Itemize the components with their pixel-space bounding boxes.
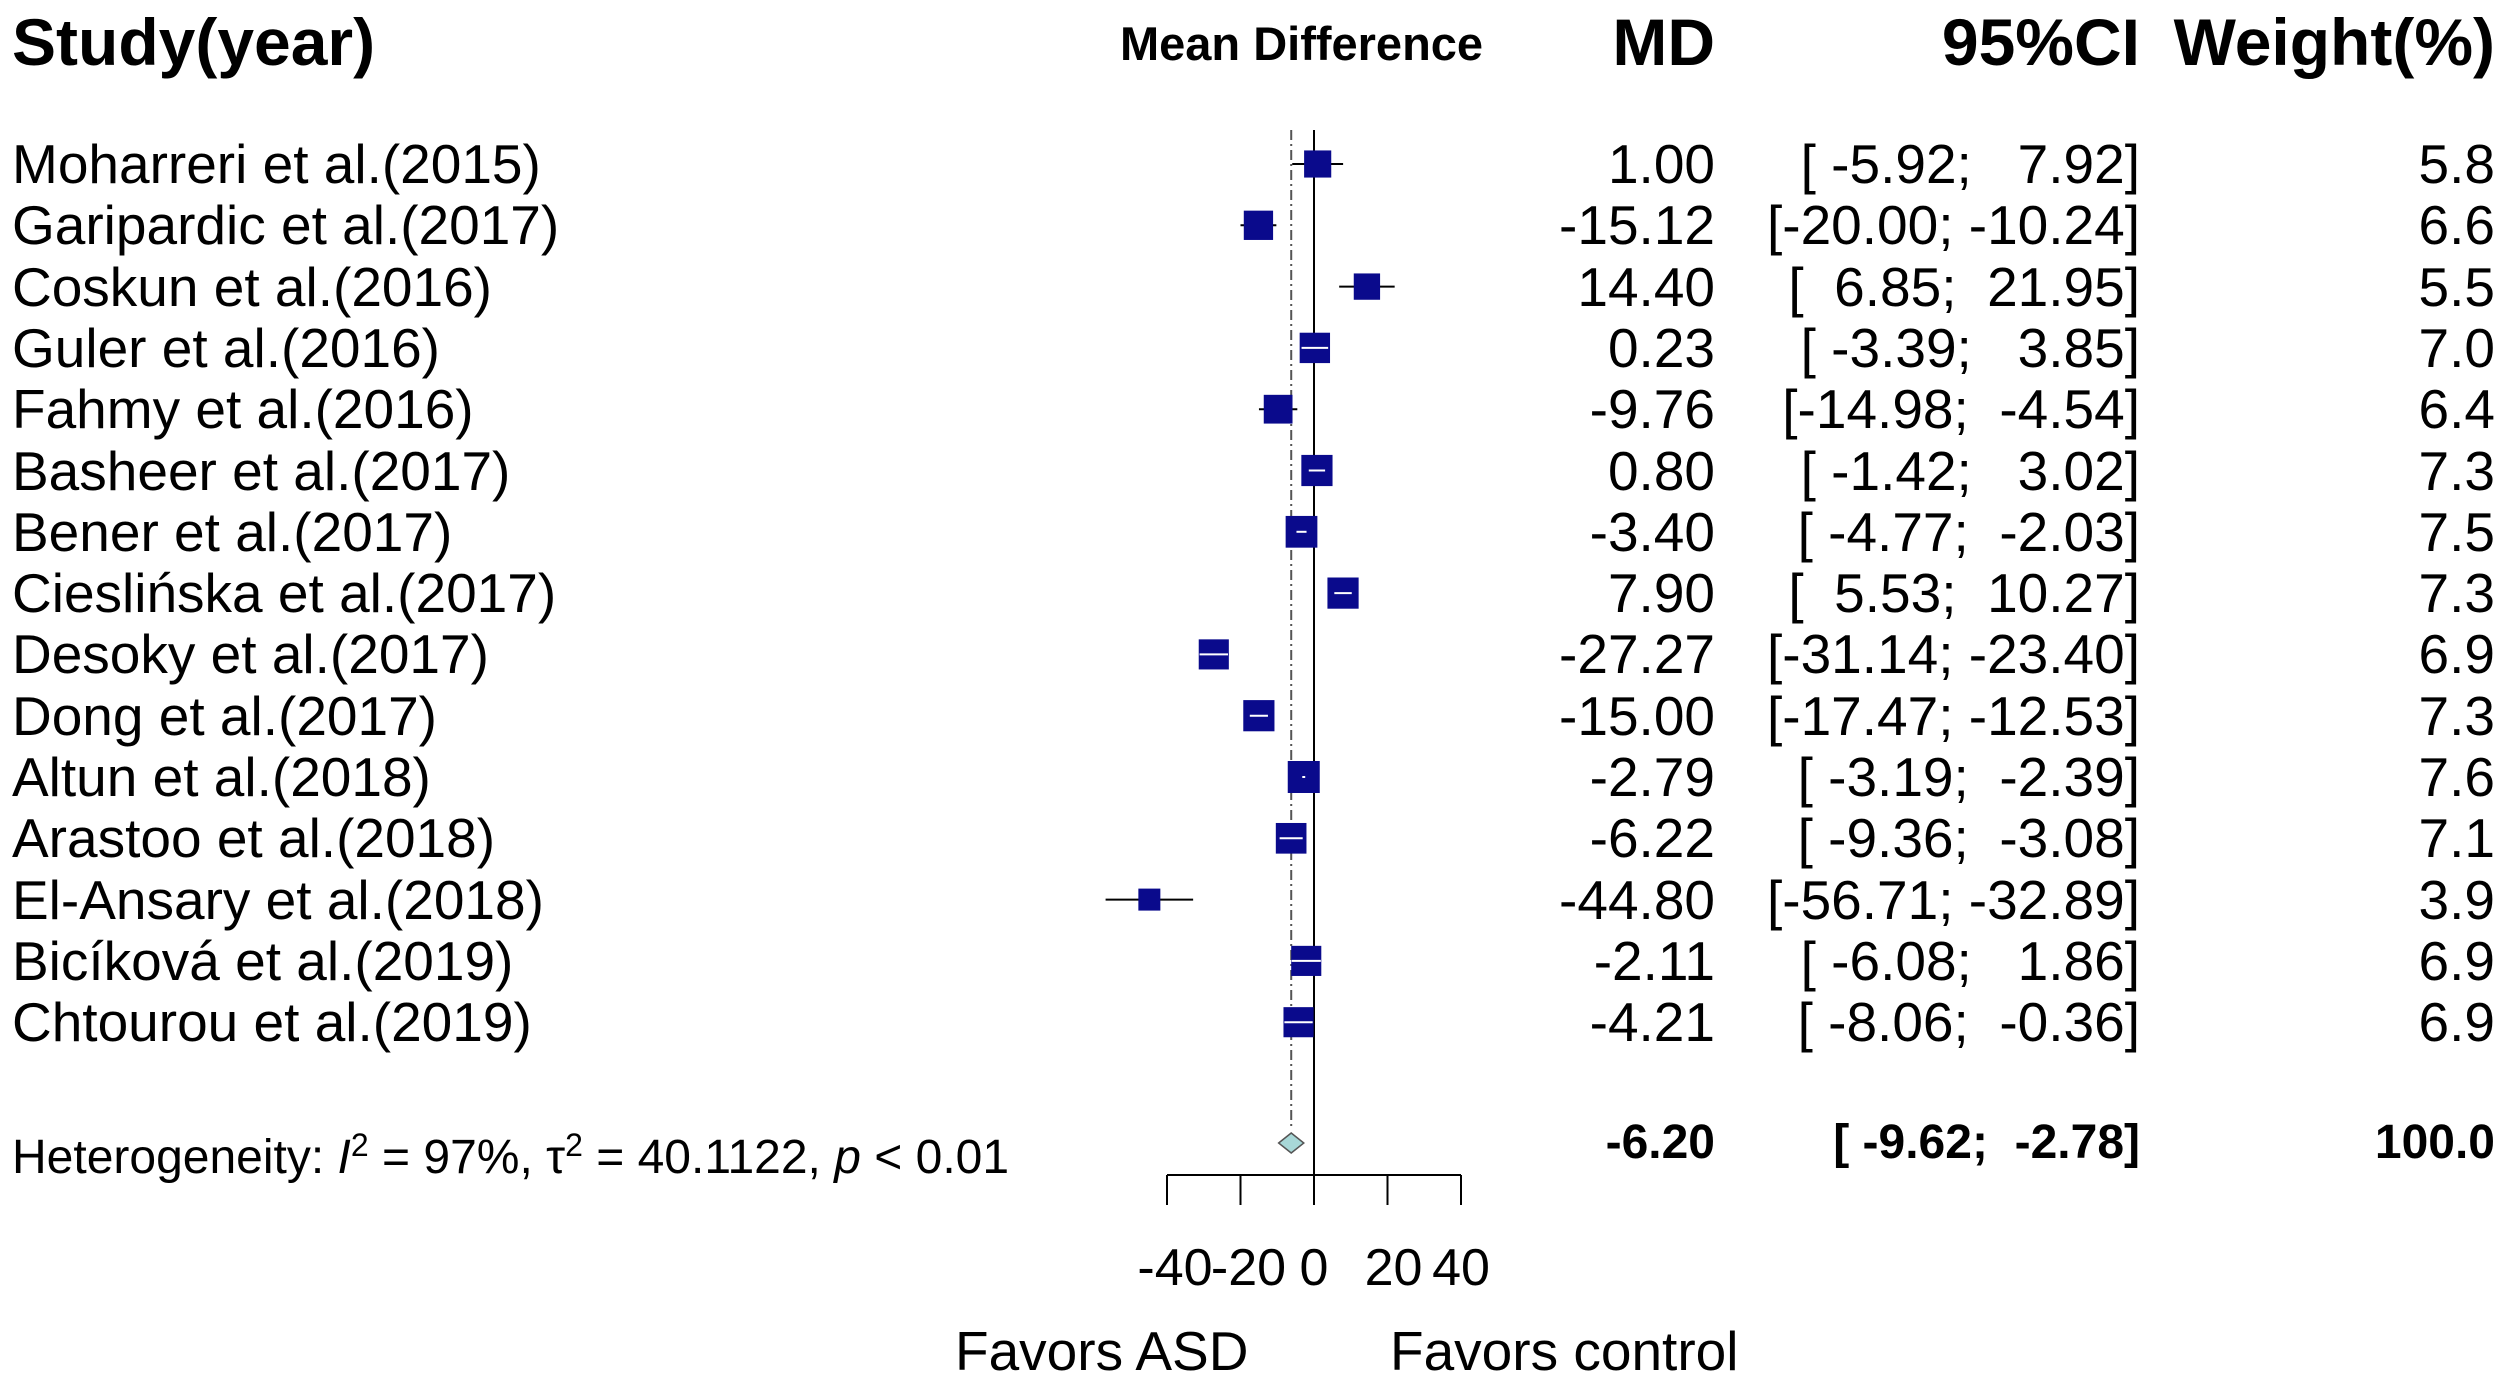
tau2-value: = 40.1122, [582, 1131, 835, 1184]
study-md: -15.00 [1559, 684, 1715, 747]
x-tick-label: -40 [1137, 1239, 1212, 1297]
x-tick-label: 40 [1432, 1239, 1490, 1297]
study-weight: 7.0 [2418, 316, 2495, 379]
study-ci: [ -5.92; 7.92] [1800, 133, 2140, 195]
p-symbol: p [834, 1131, 861, 1184]
effect-box [1353, 273, 1381, 300]
i2-symbol: I [337, 1131, 351, 1184]
study-md: 14.40 [1577, 255, 1715, 318]
study-name: Guler et al.(2016) [12, 316, 440, 379]
study-ci: [ -1.42; 3.02] [1800, 439, 2140, 502]
study-ci: [ -3.39; 3.85] [1800, 316, 2140, 379]
study-ci: [ -8.06; -0.36] [1797, 991, 2140, 1054]
study-weight: 7.3 [2418, 439, 2495, 502]
study-weight: 7.6 [2418, 746, 2495, 808]
study-md: -44.80 [1559, 868, 1715, 931]
x-tick-label: 0 [1300, 1239, 1329, 1297]
tau2-symbol: τ [546, 1131, 566, 1184]
study-weight: 6.9 [2418, 929, 2495, 992]
study-name: Basheer et al.(2017) [12, 439, 511, 502]
x-tick-label: -20 [1211, 1239, 1286, 1297]
study-name: Fahmy et al.(2016) [12, 378, 474, 441]
weight-column-header: Weight(%) [2173, 5, 2495, 79]
md-column-header: MD [1612, 5, 1715, 79]
study-md: 7.90 [1607, 562, 1715, 625]
study-name: Moharreri et al.(2015) [12, 133, 541, 195]
study-weight: 3.9 [2418, 868, 2495, 931]
study-md: -6.22 [1589, 807, 1715, 870]
i2-value: = 97%, [368, 1131, 547, 1184]
i2-superscript: 2 [350, 1127, 369, 1163]
study-ci: [ -6.08; 1.86] [1800, 929, 2140, 992]
study-ci: [ 6.85; 21.95] [1788, 255, 2140, 318]
pooled-weight: 100.0 [2374, 1116, 2495, 1169]
study-name: Dong et al.(2017) [12, 684, 437, 747]
study-weight: 7.3 [2418, 684, 2495, 747]
ci-column-header: 95%CI [1941, 5, 2140, 79]
study-name: Desoky et al.(2017) [12, 623, 489, 686]
study-ci: [-20.00; -10.24] [1766, 194, 2140, 257]
pooled-ci: [ -9.62; -2.78] [1833, 1116, 2140, 1169]
pooled-diamond [1277, 1132, 1305, 1154]
study-weight: 5.5 [2418, 255, 2495, 318]
study-name: El-Ansary et al.(2018) [12, 868, 544, 931]
p-value: < 0.01 [860, 1131, 1010, 1184]
xlabel-left: Favors ASD [955, 1320, 1249, 1382]
study-ci: [-31.14; -23.40] [1766, 623, 2140, 686]
study-md: -2.79 [1589, 746, 1715, 808]
study-name: Chtourou et al.(2019) [12, 991, 532, 1054]
x-tick-label: 20 [1365, 1239, 1423, 1297]
study-name: Garipardic et al.(2017) [12, 194, 560, 257]
study-md: -9.76 [1589, 378, 1715, 441]
study-weight: 7.3 [2418, 562, 2495, 625]
study-md: 0.80 [1607, 439, 1715, 502]
study-weight: 7.5 [2418, 500, 2495, 563]
study-weight: 6.9 [2418, 623, 2495, 686]
study-md: -3.40 [1589, 500, 1715, 563]
study-name: Bener et al.(2017) [12, 500, 453, 563]
study-md: -4.21 [1589, 991, 1715, 1054]
heterogeneity-text: Heterogeneity: I2 = 97%, τ2 = 40.1122, p… [12, 1115, 1009, 1188]
study-ci: [-56.71; -32.89] [1766, 868, 2140, 931]
study-column-header: Study(year) [12, 5, 376, 79]
study-weight: 6.6 [2418, 194, 2495, 257]
study-ci: [-14.98; -4.54] [1782, 378, 2140, 441]
effect-box [1243, 210, 1274, 240]
study-md: 1.00 [1607, 133, 1715, 195]
study-ci: [ 5.53; 10.27] [1788, 562, 2140, 625]
study-name: Bicíková et al.(2019) [12, 929, 514, 992]
study-name: Coskun et al.(2016) [12, 255, 492, 318]
study-ci: [ -3.19; -2.39] [1797, 746, 2140, 808]
study-md: -27.27 [1559, 623, 1715, 686]
study-weight: 7.1 [2418, 807, 2495, 870]
study-md: 0.23 [1607, 316, 1715, 379]
study-md: -2.11 [1593, 929, 1715, 992]
study-weight: 6.4 [2418, 378, 2495, 441]
heterogeneity-label: Heterogeneity: [12, 1131, 338, 1184]
study-ci: [-17.47; -12.53] [1766, 684, 2140, 747]
study-weight: 5.8 [2418, 133, 2495, 195]
study-name: Arastoo et al.(2018) [12, 807, 496, 870]
study-name: Cieslińska et al.(2017) [12, 562, 557, 625]
effect-box [1304, 150, 1332, 178]
study-md: -15.12 [1559, 194, 1715, 257]
pooled-md: -6.20 [1605, 1116, 1715, 1169]
study-weight: 6.9 [2418, 991, 2495, 1054]
study-ci: [ -9.36; -3.08] [1797, 807, 2140, 870]
study-ci: [ -4.77; -2.03] [1797, 500, 2140, 563]
study-name: Altun et al.(2018) [12, 746, 431, 808]
effect-box [1138, 888, 1161, 911]
xlabel-right: Favors control [1390, 1320, 1739, 1382]
tau2-superscript: 2 [565, 1127, 583, 1163]
plot-title: Mean Difference [1120, 17, 1484, 70]
effect-box [1263, 394, 1293, 424]
